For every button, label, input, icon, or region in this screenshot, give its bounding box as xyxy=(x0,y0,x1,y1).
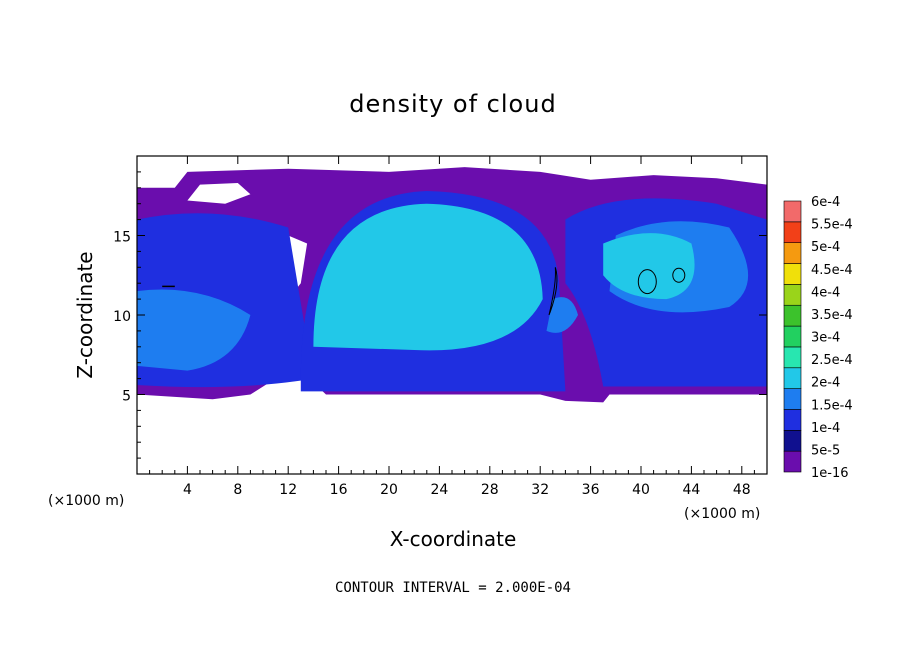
cloud-field xyxy=(137,167,767,403)
y-axis-ticks: 5 10 15 xyxy=(113,171,767,459)
colorbar-label: 3e-4 xyxy=(811,331,840,346)
colorbar-swatch xyxy=(783,409,802,431)
colorbar-swatch xyxy=(783,325,802,348)
colorbar-label: 2e-4 xyxy=(811,376,840,391)
contour-interval-note: CONTOUR INTERVAL = 2.000E-04 xyxy=(335,580,571,596)
contour-line xyxy=(637,269,657,295)
y-tick-label: 10 xyxy=(113,309,131,325)
x-tick-label: 40 xyxy=(632,482,650,498)
x-tick-label: 32 xyxy=(531,482,549,498)
y-axis-label: Z-coordinate xyxy=(73,251,97,378)
chart-title: density of cloud xyxy=(349,90,556,118)
right-cloud-peak xyxy=(603,233,695,300)
x-axis-unit: (×1000 m) xyxy=(684,506,760,522)
colorbar-swatch xyxy=(783,284,802,306)
y-tick-label: 5 xyxy=(122,389,131,405)
colorbar-label: 5e-5 xyxy=(811,443,840,458)
colorbar-label: 5.5e-4 xyxy=(811,218,853,233)
x-tick-label: 28 xyxy=(481,482,499,498)
clear-gap xyxy=(187,183,251,204)
x-tick-label: 16 xyxy=(330,482,348,498)
colorbar-label: 4e-4 xyxy=(811,285,840,300)
x-tick-label: 20 xyxy=(380,482,398,498)
colorbar-swatch xyxy=(783,263,802,285)
colorbar-label: 2.5e-4 xyxy=(811,353,853,368)
colorbar-label: 4.5e-4 xyxy=(811,263,853,278)
x-tick-label: 24 xyxy=(430,482,448,498)
x-tick-label: 12 xyxy=(279,482,297,498)
colorbar-label: 3.5e-4 xyxy=(811,308,853,323)
x-tick-label: 44 xyxy=(682,482,700,498)
colorbar-label: 1.5e-4 xyxy=(811,398,853,413)
x-tick-label: 36 xyxy=(582,482,600,498)
colorbar-swatch xyxy=(783,430,802,452)
colorbar-label: 1e-4 xyxy=(811,421,840,436)
contour-lines xyxy=(162,267,686,316)
colorbar-swatch xyxy=(783,346,802,369)
left-cloud-core xyxy=(137,289,251,371)
main-cloud-core xyxy=(313,203,543,351)
colorbar-label: 5e-4 xyxy=(811,240,840,255)
x-axis-label: X-coordinate xyxy=(390,527,517,551)
colorbar-label: 1e-16 xyxy=(811,466,849,481)
colorbar-swatch xyxy=(783,450,802,473)
colorbar-swatch xyxy=(783,304,802,327)
colorbar-label: 6e-4 xyxy=(811,195,840,210)
contour-line xyxy=(548,267,558,316)
y-tick-label: 15 xyxy=(113,230,131,246)
mid-blob xyxy=(546,297,578,333)
colorbar-swatch xyxy=(783,388,802,410)
contour-line xyxy=(672,267,686,283)
colorbar: 1e-16 5e-5 1e-4 1.5e-4 2e-4 2.5e-4 3e-4 3.5e-4 4… xyxy=(783,195,853,481)
y-axis-unit: (×1000 m) xyxy=(48,493,124,509)
colorbar-swatch xyxy=(783,200,802,223)
colorbar-swatch xyxy=(783,221,802,243)
x-tick-label: 48 xyxy=(733,482,751,498)
colorbar-swatch xyxy=(783,367,802,389)
x-tick-label: 8 xyxy=(233,482,242,498)
x-tick-label: 4 xyxy=(183,482,192,498)
colorbar-swatch xyxy=(783,242,802,264)
x-axis-ticks: 4 8 12 16 20 24 28 32 36 40 44 48 xyxy=(149,156,755,498)
